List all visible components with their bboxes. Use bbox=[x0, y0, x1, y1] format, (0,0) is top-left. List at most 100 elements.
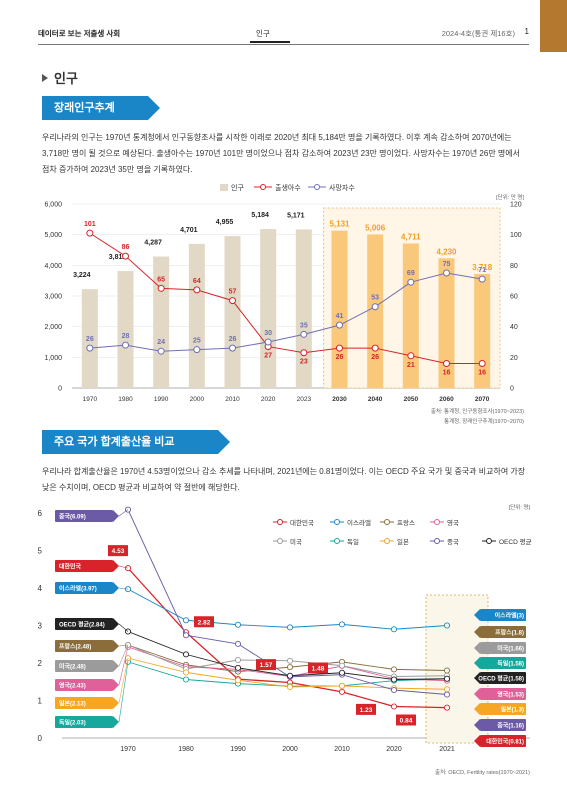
data-point bbox=[264, 338, 272, 346]
end-label-arrow bbox=[474, 626, 480, 638]
data-label: 26 bbox=[86, 336, 94, 343]
data-point bbox=[286, 657, 294, 664]
start-label-box bbox=[55, 618, 113, 630]
legend-marker bbox=[384, 519, 390, 525]
bar-value-label: 4,955 bbox=[216, 219, 234, 226]
end-label-arrow bbox=[474, 657, 480, 669]
start-label: 일본(2.13) bbox=[59, 700, 86, 708]
data-label: 16 bbox=[478, 369, 486, 376]
end-label: 프랑스(1.8) bbox=[495, 629, 524, 637]
bar-population bbox=[188, 243, 205, 388]
data-point bbox=[390, 676, 398, 683]
korea-value-label: 4.53 bbox=[112, 548, 125, 555]
y-left-tick-label: 2,000 bbox=[44, 324, 62, 331]
data-point bbox=[229, 344, 236, 352]
legend-marker bbox=[434, 538, 440, 544]
end-label: 중국(1.16) bbox=[497, 722, 524, 730]
x-tick-label: 2020 bbox=[386, 746, 402, 753]
bar-population bbox=[81, 289, 98, 388]
start-label-arrow bbox=[113, 697, 119, 709]
x-tick-label: 2070 bbox=[475, 396, 490, 403]
data-point bbox=[157, 347, 165, 355]
header-section-underline bbox=[250, 41, 290, 43]
data-point bbox=[443, 704, 451, 711]
y-left-tick-label: 5,000 bbox=[44, 232, 62, 239]
bar-value-label: 5,131 bbox=[329, 220, 350, 229]
korea-value-label: 2.82 bbox=[198, 619, 211, 626]
data-label: 23 bbox=[300, 359, 308, 366]
data-point bbox=[286, 683, 294, 691]
data-point bbox=[300, 349, 308, 357]
y-left-tick-label: 1,000 bbox=[44, 355, 62, 362]
data-point bbox=[336, 321, 343, 329]
start-label: 미국(2.48) bbox=[59, 663, 86, 671]
section-title-text: 인구 bbox=[54, 71, 78, 86]
legend-swatch-population bbox=[220, 184, 228, 191]
bar-value-label: 3,812 bbox=[109, 254, 127, 261]
x-tick-label: 2010 bbox=[334, 746, 350, 753]
data-point bbox=[443, 691, 451, 698]
y-right-tick-label: 40 bbox=[510, 324, 518, 331]
bar-value-label: 3,224 bbox=[73, 272, 91, 279]
data-point bbox=[286, 672, 294, 679]
legend-marker bbox=[277, 538, 283, 544]
start-label-box bbox=[55, 582, 113, 594]
end-label-box bbox=[480, 735, 526, 747]
x-tick-label: 1990 bbox=[230, 746, 246, 753]
data-label: 86 bbox=[122, 244, 130, 251]
legend-label: OECD 평균 bbox=[499, 537, 532, 546]
end-label: 독일(1.58) bbox=[497, 660, 524, 668]
bar-population bbox=[117, 271, 134, 388]
data-point bbox=[182, 632, 190, 639]
data-label: 26 bbox=[371, 354, 379, 361]
start-label-connector bbox=[118, 661, 129, 723]
start-label-arrow bbox=[113, 679, 119, 691]
legend-label: 대한민국 bbox=[290, 518, 314, 527]
publication-title: 데이터로 보는 저출생 사회 bbox=[38, 29, 121, 38]
end-label-box bbox=[480, 719, 526, 731]
end-label-arrow bbox=[474, 735, 480, 747]
data-point bbox=[390, 686, 398, 694]
end-label-arrow bbox=[474, 642, 480, 654]
start-label-box bbox=[55, 510, 113, 522]
korea-value-label: 1.23 bbox=[360, 707, 373, 714]
data-point bbox=[124, 506, 132, 513]
data-label: 53 bbox=[371, 295, 379, 302]
bar-value-label: 5,171 bbox=[287, 212, 305, 219]
start-label-connector bbox=[118, 623, 129, 632]
end-label-arrow bbox=[474, 719, 480, 731]
data-point bbox=[229, 297, 236, 305]
data-point bbox=[157, 284, 165, 292]
end-label-arrow bbox=[474, 688, 480, 700]
data-label: 25 bbox=[193, 338, 201, 345]
bar-population bbox=[474, 273, 491, 388]
x-tick-label: 1970 bbox=[83, 396, 98, 403]
data-label: 64 bbox=[193, 278, 201, 285]
paragraph-population: 우리나라의 인구는 1970년 통계청에서 인구동향조사를 시작한 이래로 20… bbox=[42, 133, 520, 174]
data-point bbox=[182, 676, 190, 683]
data-label: 28 bbox=[122, 333, 130, 340]
data-label: 21 bbox=[407, 362, 415, 369]
source-note: 출처: 통계청, 인구동향조사(1970~2023) bbox=[431, 407, 524, 415]
x-tick-label: 2000 bbox=[282, 746, 298, 753]
data-label: 65 bbox=[157, 276, 165, 283]
start-label-arrow bbox=[113, 640, 119, 652]
end-label-arrow bbox=[474, 672, 480, 684]
x-tick-label: 1970 bbox=[120, 746, 136, 753]
korea-value-label: 1.48 bbox=[312, 666, 325, 673]
end-label-box bbox=[480, 642, 526, 654]
bar-value-label: 4,230 bbox=[436, 247, 457, 256]
end-label: 영국(1.53) bbox=[497, 691, 524, 699]
y-tick-label: 0 bbox=[38, 734, 43, 743]
section-title: 인구 bbox=[42, 68, 78, 87]
y-left-tick-label: 3,000 bbox=[44, 294, 62, 301]
bar-population bbox=[367, 234, 384, 388]
start-label-box bbox=[55, 640, 113, 652]
korea-value-box bbox=[356, 703, 376, 715]
korea-value-box bbox=[396, 714, 416, 726]
start-label-arrow bbox=[113, 510, 119, 522]
legend-label-births: 출생아수 bbox=[275, 183, 301, 192]
data-point bbox=[371, 303, 379, 311]
y-left-tick-label: 4,000 bbox=[44, 263, 62, 270]
start-label-connector bbox=[118, 587, 129, 590]
